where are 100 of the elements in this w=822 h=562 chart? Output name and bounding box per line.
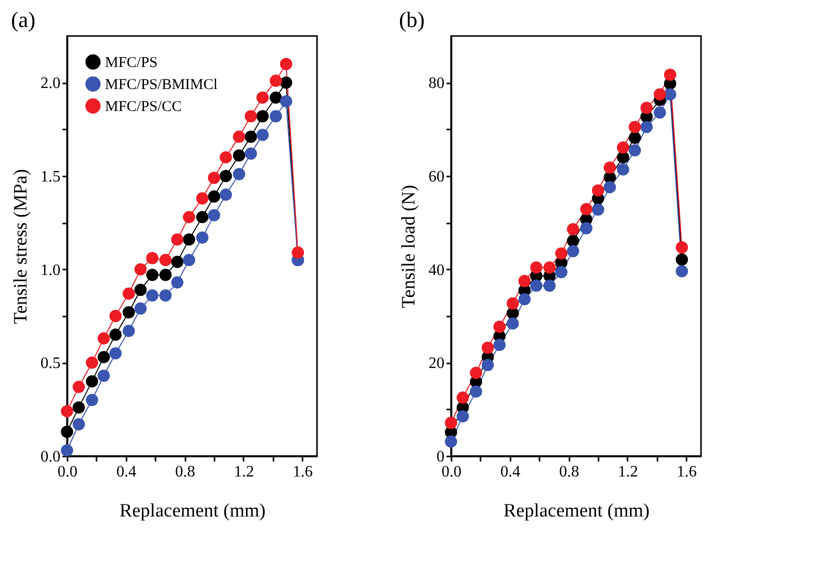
point (182, 233, 196, 246)
point (654, 106, 666, 119)
point (159, 289, 172, 302)
x-tick-label: 0.4 (500, 464, 520, 480)
y-tick-label: 40 (428, 262, 444, 279)
point (566, 234, 580, 247)
x-tick-label: 0.8 (175, 464, 196, 480)
point (122, 324, 135, 338)
point (244, 110, 257, 122)
x-tick-label: 0.4 (116, 464, 136, 480)
point (196, 192, 208, 205)
point (555, 247, 568, 260)
point (280, 76, 292, 89)
point (232, 149, 246, 162)
point (470, 385, 482, 398)
chart-title: (b) (399, 7, 425, 32)
point (220, 170, 232, 182)
point (518, 293, 531, 306)
point (566, 245, 580, 258)
point (676, 253, 688, 266)
point (664, 88, 676, 100)
point (292, 246, 304, 259)
point (171, 256, 184, 268)
y-tick-label: 1.5 (40, 168, 60, 186)
point (171, 233, 184, 246)
point (482, 342, 494, 354)
x-tick-label: 1.2 (618, 464, 638, 480)
point (270, 91, 282, 104)
point (482, 358, 494, 372)
point (506, 297, 519, 310)
point (98, 350, 110, 364)
point (159, 254, 172, 266)
point (98, 370, 110, 382)
point (592, 184, 604, 197)
y-axis-title: Tensile load (N) (398, 184, 420, 308)
point (208, 172, 220, 184)
x-axis-title: Replacement (mm) (119, 500, 266, 522)
x-tick-label: 1.2 (234, 464, 254, 480)
point (134, 302, 147, 315)
point (456, 392, 469, 404)
point (470, 366, 482, 380)
y-tick-label: 2.0 (40, 75, 60, 92)
x-axis-title: Replacement (mm) (503, 500, 650, 522)
point (518, 274, 531, 288)
point (280, 95, 292, 108)
x-tick-label: 1.6 (676, 464, 697, 480)
point (676, 241, 688, 254)
point (604, 161, 616, 174)
point (232, 168, 246, 180)
x-tick-label: 1.6 (292, 464, 313, 480)
point (664, 68, 676, 81)
point (232, 130, 246, 143)
point (122, 306, 135, 318)
point (244, 130, 257, 143)
point (220, 151, 232, 164)
y-axis-title: Tensile stress (MPa) (10, 169, 32, 324)
y-tick-label: 80 (428, 75, 444, 92)
point (244, 147, 257, 160)
point (676, 265, 688, 278)
point (72, 380, 85, 394)
x-tick-label: 0.0 (442, 464, 462, 480)
point (616, 141, 630, 154)
point (60, 405, 74, 418)
point (256, 91, 269, 104)
point (628, 120, 641, 134)
point (604, 181, 616, 194)
point (270, 110, 282, 122)
point (134, 263, 147, 276)
legend-label: MFC/PS/CC (105, 99, 182, 115)
point (196, 231, 208, 244)
point (506, 317, 519, 330)
point (530, 261, 542, 274)
point (86, 375, 98, 388)
point (592, 203, 604, 216)
y-tick-label: 0.5 (40, 355, 60, 372)
point (60, 426, 74, 438)
point (256, 110, 269, 122)
point (98, 332, 110, 345)
point (122, 287, 135, 300)
point (72, 418, 85, 430)
point (493, 320, 506, 333)
point (280, 58, 292, 70)
y-tick-label: 1.0 (40, 262, 60, 279)
point (555, 266, 568, 278)
point (159, 268, 172, 282)
point (616, 163, 630, 176)
point (60, 444, 74, 457)
point (270, 74, 282, 87)
point (171, 276, 184, 289)
point (628, 144, 641, 156)
point (72, 401, 85, 414)
point (566, 223, 580, 236)
point (182, 210, 196, 224)
point (146, 289, 158, 302)
y-tick-label: 20 (428, 355, 444, 372)
point (640, 120, 653, 134)
point (86, 394, 98, 406)
x-tick-label: 0.0 (58, 464, 78, 480)
point (256, 128, 269, 142)
point (109, 347, 122, 360)
